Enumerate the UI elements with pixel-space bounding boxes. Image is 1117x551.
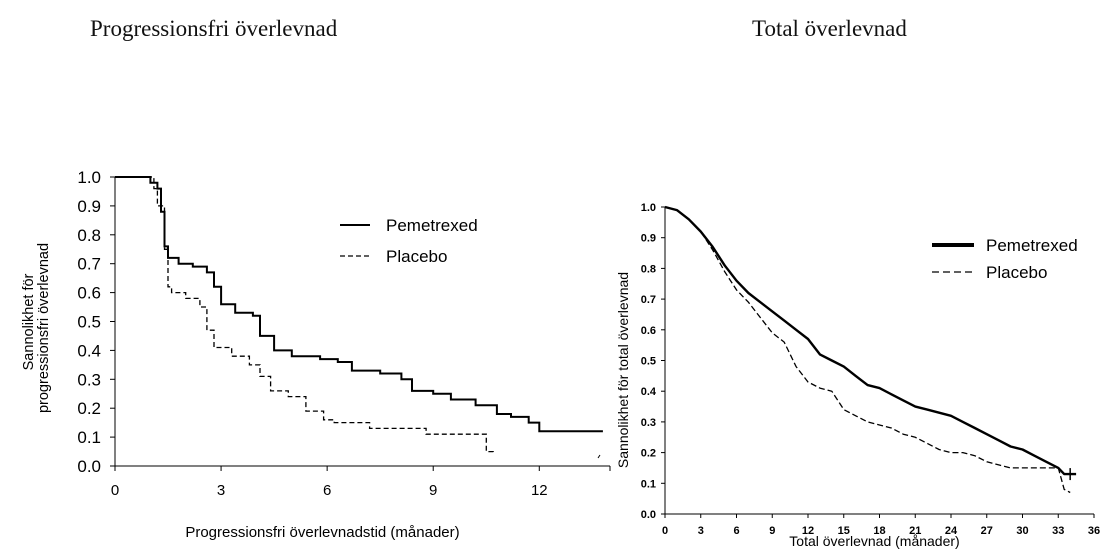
left-legend-label-pemetrexed: Pemetrexed bbox=[386, 216, 478, 235]
left-y-tick-label: 0.7 bbox=[77, 255, 101, 274]
right-legend-label-pemetrexed: Pemetrexed bbox=[986, 236, 1078, 255]
right-y-tick-label: 0.2 bbox=[641, 448, 656, 460]
right-y-tick-label: 0.4 bbox=[641, 386, 657, 398]
left-legend-label-placebo: Placebo bbox=[386, 247, 447, 266]
left-y-tick-label: 0.8 bbox=[77, 226, 101, 245]
right-x-tick-label: 27 bbox=[981, 525, 993, 537]
left-y-tick-label: 0.3 bbox=[77, 370, 101, 389]
right-y-tick-label: 0.0 bbox=[641, 509, 656, 521]
left-series-pemetrexed bbox=[115, 176, 603, 433]
left-x-tick-label: 9 bbox=[429, 482, 437, 499]
left-x-tick-label: 3 bbox=[217, 482, 225, 499]
left-x-axis-label: Progressionsfri överlevnadstid (månader) bbox=[185, 524, 459, 541]
left-y-tick-label: 0.0 bbox=[77, 457, 101, 476]
right-y-tick-label: 0.6 bbox=[641, 325, 656, 337]
right-x-tick-label: 30 bbox=[1016, 525, 1028, 537]
left-y-tick-label: 0.9 bbox=[77, 197, 101, 216]
left-y-tick-label: 0.2 bbox=[77, 399, 101, 418]
right-x-tick-label: 6 bbox=[733, 525, 739, 537]
left-y-axis-label-line1: Sannolikhet för bbox=[21, 273, 37, 370]
left-y-tick-label: 0.5 bbox=[77, 313, 101, 332]
right-x-axis-label: Total överlevnad (månader) bbox=[789, 533, 959, 549]
right-x-tick-label: 9 bbox=[769, 525, 775, 537]
left-x-tick-label: 6 bbox=[323, 482, 331, 499]
right-x-tick-label: 12 bbox=[802, 525, 814, 537]
right-series-placebo bbox=[664, 206, 1071, 494]
right-x-tick-label: 21 bbox=[909, 525, 921, 537]
right-x-tick-label: 33 bbox=[1052, 525, 1064, 537]
left-axis-end-mark bbox=[597, 454, 601, 459]
right-legend-label-placebo: Placebo bbox=[986, 263, 1047, 282]
left-x-tick-label: 0 bbox=[111, 482, 119, 499]
left-series-placebo bbox=[115, 176, 494, 455]
left-x-tick-label: 12 bbox=[531, 482, 548, 499]
left-y-tick-label: 1.0 bbox=[77, 168, 101, 187]
right-x-tick-label: 36 bbox=[1088, 525, 1100, 537]
right-x-tick-label: 3 bbox=[698, 525, 704, 537]
right-x-tick-label: 15 bbox=[838, 525, 850, 537]
right-y-tick-label: 0.5 bbox=[641, 356, 656, 368]
right-y-tick-label: 0.1 bbox=[641, 478, 656, 490]
left-y-tick-label: 0.4 bbox=[77, 341, 101, 360]
right-y-axis-label: Sannolikhet för total överlevnad bbox=[615, 272, 631, 468]
right-y-tick-label: 1.0 bbox=[641, 202, 656, 214]
right-series-pemetrexed bbox=[664, 205, 1077, 476]
left-y-tick-label: 0.1 bbox=[77, 428, 101, 447]
right-chart-title: Total överlevnad bbox=[752, 16, 907, 41]
left-y-axis-label-line2: progressionsfri överlevnad bbox=[36, 243, 52, 413]
right-y-tick-label: 0.9 bbox=[641, 233, 656, 245]
right-x-tick-label: 0 bbox=[662, 525, 668, 537]
right-y-tick-label: 0.8 bbox=[641, 263, 656, 275]
right-y-tick-label: 0.7 bbox=[641, 294, 656, 306]
left-y-tick-label: 0.6 bbox=[77, 284, 101, 303]
right-x-tick-label: 24 bbox=[945, 525, 958, 537]
right-y-tick-label: 0.3 bbox=[641, 417, 656, 429]
right-x-tick-label: 18 bbox=[873, 525, 885, 537]
left-chart-title: Progressionsfri överlevnad bbox=[90, 16, 338, 41]
